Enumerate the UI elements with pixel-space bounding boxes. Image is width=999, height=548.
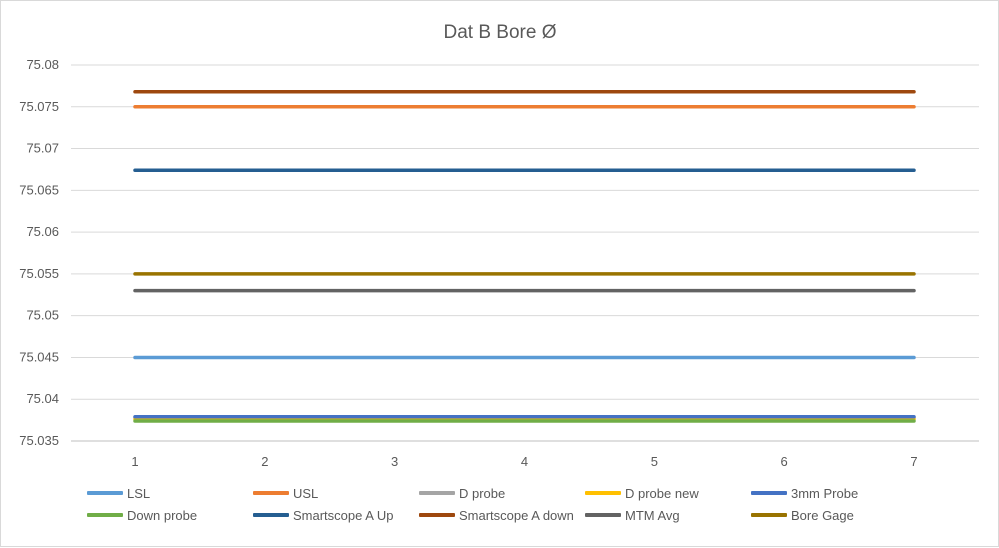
y-tick-label: 75.065 <box>19 182 59 197</box>
legend: LSL USL D probe D probe new 3mm Probe Down pr… <box>87 485 967 523</box>
legend-label: LSL <box>127 485 151 501</box>
y-tick-label: 75.07 <box>26 141 59 156</box>
legend-label: USL <box>293 485 319 501</box>
legend-item: MTM Avg <box>585 507 751 523</box>
gridlines <box>71 64 979 442</box>
legend-swatch <box>751 491 787 495</box>
legend-label: Bore Gage <box>791 507 854 523</box>
legend-item: Smartscope A down <box>419 507 585 523</box>
y-tick-label: 75.035 <box>19 433 59 448</box>
legend-swatch <box>751 513 787 517</box>
y-tick-label: 75.045 <box>19 349 59 364</box>
legend-swatch <box>87 491 123 495</box>
legend-swatch <box>585 513 621 517</box>
legend-label: 3mm Probe <box>791 485 859 501</box>
legend-item: D probe <box>419 485 585 501</box>
y-tick-label: 75.04 <box>26 391 59 406</box>
legend-label: MTM Avg <box>625 507 680 523</box>
legend-swatch <box>419 491 455 495</box>
chart-title: Dat B Bore Ø <box>444 22 557 43</box>
x-tick-label: 4 <box>521 454 528 469</box>
legend-item: USL <box>253 485 419 501</box>
legend-item: Bore Gage <box>751 507 917 523</box>
legend-swatch <box>87 513 123 517</box>
series-lines <box>133 89 916 423</box>
x-tick-label: 5 <box>651 454 658 469</box>
y-tick-label: 75.075 <box>19 99 59 114</box>
y-tick-label: 75.06 <box>26 224 59 239</box>
x-tick-label: 6 <box>781 454 788 469</box>
y-tick-label: 75.05 <box>26 308 59 323</box>
legend-swatch <box>585 491 621 495</box>
legend-item: LSL <box>87 485 253 501</box>
x-tick-label: 7 <box>910 454 917 469</box>
legend-label: D probe <box>459 485 506 501</box>
legend-swatch <box>253 491 289 495</box>
legend-item: 3mm Probe <box>751 485 917 501</box>
x-tick-label: 3 <box>391 454 398 469</box>
x-axis-tick-labels: 1 2 3 4 5 6 7 <box>131 454 917 469</box>
legend-item: D probe new <box>585 485 751 501</box>
legend-label: D probe new <box>625 485 699 501</box>
x-tick-label: 1 <box>131 454 138 469</box>
legend-label: Down probe <box>127 507 198 523</box>
legend-swatch <box>253 513 289 517</box>
y-tick-label: 75.055 <box>19 266 59 281</box>
legend-swatch <box>419 513 455 517</box>
y-tick-label: 75.08 <box>26 57 59 72</box>
legend-item: Smartscope A Up <box>253 507 419 523</box>
legend-label: Smartscope A down <box>459 507 574 523</box>
x-tick-label: 2 <box>261 454 268 469</box>
legend-item: Down probe <box>87 507 253 523</box>
y-axis-tick-labels: 75.035 75.04 75.045 75.05 75.055 75.06 75.065 7… <box>19 57 59 448</box>
legend-label: Smartscope A Up <box>293 507 394 523</box>
